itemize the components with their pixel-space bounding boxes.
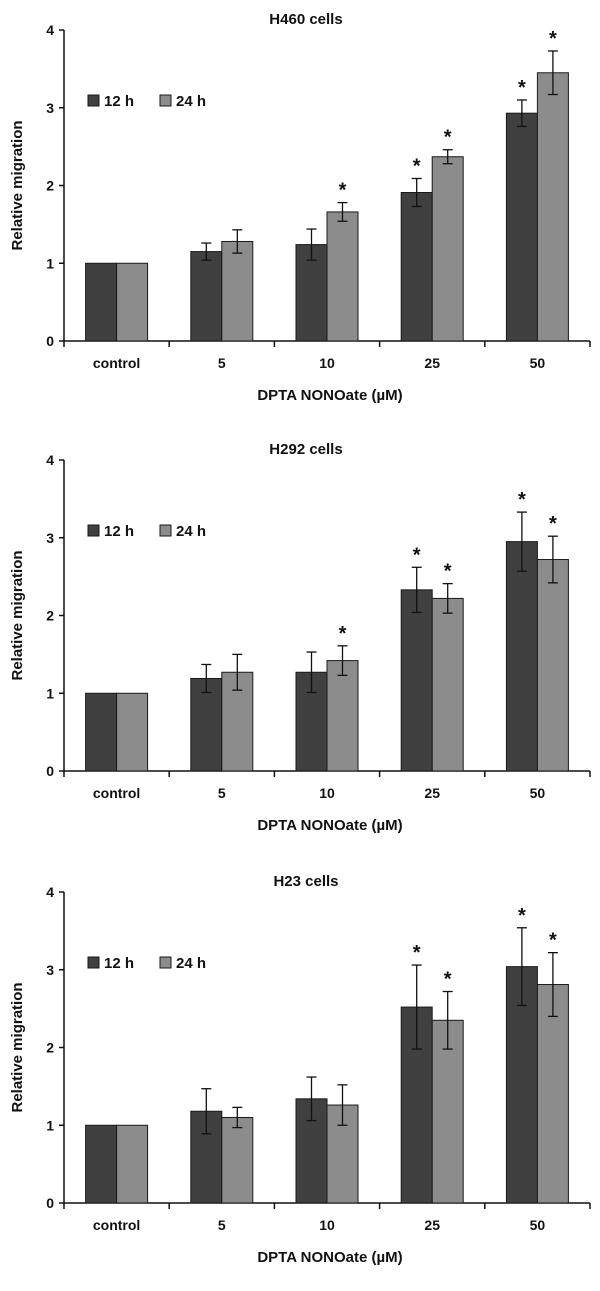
chart-title: H23 cells bbox=[273, 873, 338, 890]
bar bbox=[221, 1116, 254, 1204]
y-tick-label: 3 bbox=[46, 530, 54, 546]
y-tick-label: 1 bbox=[46, 255, 54, 271]
x-tick-label: 50 bbox=[530, 785, 546, 801]
x-axis-title: DPTA NONOate (µM) bbox=[257, 387, 402, 404]
chart-panel-h23: H23 cells 0 1 2 3 4 Relative migration DPTA NON… bbox=[0, 862, 600, 1286]
legend-swatch bbox=[87, 94, 100, 107]
significance-marker: * bbox=[518, 489, 526, 511]
x-tick-label: 10 bbox=[319, 785, 335, 801]
bar bbox=[116, 262, 149, 342]
chart-title: H292 cells bbox=[269, 441, 342, 458]
x-tick-label: 5 bbox=[218, 1217, 226, 1233]
significance-marker: * bbox=[339, 623, 347, 645]
x-tick-label: 25 bbox=[424, 785, 440, 801]
x-tick-label: 25 bbox=[424, 1217, 440, 1233]
bar bbox=[505, 112, 538, 342]
bar bbox=[190, 1110, 223, 1204]
x-tick-label: 10 bbox=[319, 1217, 335, 1233]
y-tick-label: 2 bbox=[46, 608, 54, 624]
bar bbox=[85, 692, 118, 772]
y-tick-label: 4 bbox=[46, 22, 54, 38]
y-tick-label: 4 bbox=[46, 884, 54, 900]
x-tick-label: control bbox=[93, 785, 140, 801]
legend-label: 24 h bbox=[176, 955, 206, 972]
significance-marker: * bbox=[413, 942, 421, 964]
bar bbox=[431, 597, 464, 772]
chart-title: H460 cells bbox=[269, 11, 342, 28]
legend-swatch bbox=[159, 956, 172, 969]
chart-panel-h460: H460 cells 0 1 2 3 4 Relative migration DPTA NO… bbox=[0, 0, 600, 424]
y-tick-label: 2 bbox=[46, 1040, 54, 1056]
x-axis-title: DPTA NONOate (µM) bbox=[257, 817, 402, 834]
x-tick-label: 50 bbox=[530, 1217, 546, 1233]
significance-marker: * bbox=[549, 513, 557, 535]
y-tick-label: 0 bbox=[46, 1195, 54, 1211]
bar bbox=[536, 984, 569, 1204]
bar bbox=[400, 589, 433, 772]
legend-label: 12 h bbox=[104, 955, 134, 972]
y-axis-title: Relative migration bbox=[9, 550, 26, 680]
chart-h460: H460 cells 0 1 2 3 4 Relative migration DPTA NO… bbox=[9, 11, 591, 404]
x-tick-label: control bbox=[93, 1217, 140, 1233]
y-tick-label: 3 bbox=[46, 962, 54, 978]
bar bbox=[505, 541, 538, 772]
y-tick-label: 1 bbox=[46, 1117, 54, 1133]
legend-swatch bbox=[87, 524, 100, 537]
bar bbox=[116, 1124, 149, 1204]
y-tick-label: 1 bbox=[46, 685, 54, 701]
chart-h292: H292 cells 0 1 2 3 4 Relative migration DPTA NO… bbox=[9, 441, 591, 834]
significance-marker: * bbox=[339, 180, 347, 202]
x-tick-label: 25 bbox=[424, 355, 440, 371]
x-tick-label: 10 bbox=[319, 355, 335, 371]
significance-marker: * bbox=[413, 544, 421, 566]
chart-panel-h292: H292 cells 0 1 2 3 4 Relative migration DPTA NO… bbox=[0, 430, 600, 854]
legend-label: 24 h bbox=[176, 523, 206, 540]
legend-swatch bbox=[159, 524, 172, 537]
bar bbox=[326, 660, 359, 772]
bar bbox=[431, 156, 464, 342]
legend-swatch bbox=[87, 956, 100, 969]
bar bbox=[85, 262, 118, 342]
y-tick-label: 0 bbox=[46, 763, 54, 779]
bar bbox=[85, 1124, 118, 1204]
legend-swatch bbox=[159, 94, 172, 107]
legend-label: 12 h bbox=[104, 93, 134, 110]
y-tick-label: 2 bbox=[46, 178, 54, 194]
bar bbox=[326, 211, 359, 342]
legend-label: 12 h bbox=[104, 523, 134, 540]
y-axis-title: Relative migration bbox=[9, 120, 26, 250]
significance-marker: * bbox=[549, 28, 557, 50]
y-tick-label: 3 bbox=[46, 100, 54, 116]
bar bbox=[190, 251, 223, 342]
x-tick-label: 50 bbox=[530, 355, 546, 371]
x-tick-label: 5 bbox=[218, 785, 226, 801]
bar bbox=[536, 72, 569, 342]
bar bbox=[116, 692, 149, 772]
legend-label: 24 h bbox=[176, 93, 206, 110]
bar bbox=[190, 677, 223, 772]
x-tick-label: control bbox=[93, 355, 140, 371]
y-tick-label: 0 bbox=[46, 333, 54, 349]
bar bbox=[536, 559, 569, 772]
significance-marker: * bbox=[444, 561, 452, 583]
significance-marker: * bbox=[444, 127, 452, 149]
x-axis-title: DPTA NONOate (µM) bbox=[257, 1249, 402, 1266]
significance-marker: * bbox=[518, 77, 526, 99]
y-tick-label: 4 bbox=[46, 452, 54, 468]
significance-marker: * bbox=[413, 156, 421, 178]
chart-h23: H23 cells 0 1 2 3 4 Relative migration DPTA NON… bbox=[9, 873, 591, 1266]
significance-marker: * bbox=[444, 969, 452, 991]
y-axis-title: Relative migration bbox=[9, 982, 26, 1112]
bar bbox=[400, 191, 433, 342]
significance-marker: * bbox=[549, 930, 557, 952]
x-tick-label: 5 bbox=[218, 355, 226, 371]
bar bbox=[221, 240, 254, 342]
significance-marker: * bbox=[518, 905, 526, 927]
